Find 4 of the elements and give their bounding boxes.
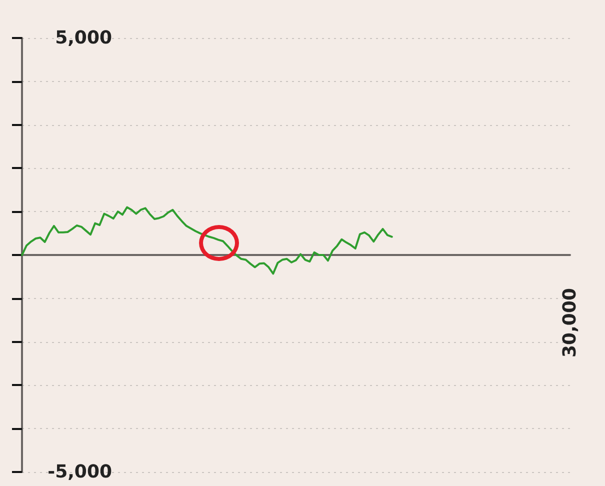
y-tick-label: -5,000 [48,462,112,482]
line-series [21,206,393,275]
y-tick-label: 5,000 [55,28,112,48]
x-tick-label: 30,000 [560,288,580,358]
